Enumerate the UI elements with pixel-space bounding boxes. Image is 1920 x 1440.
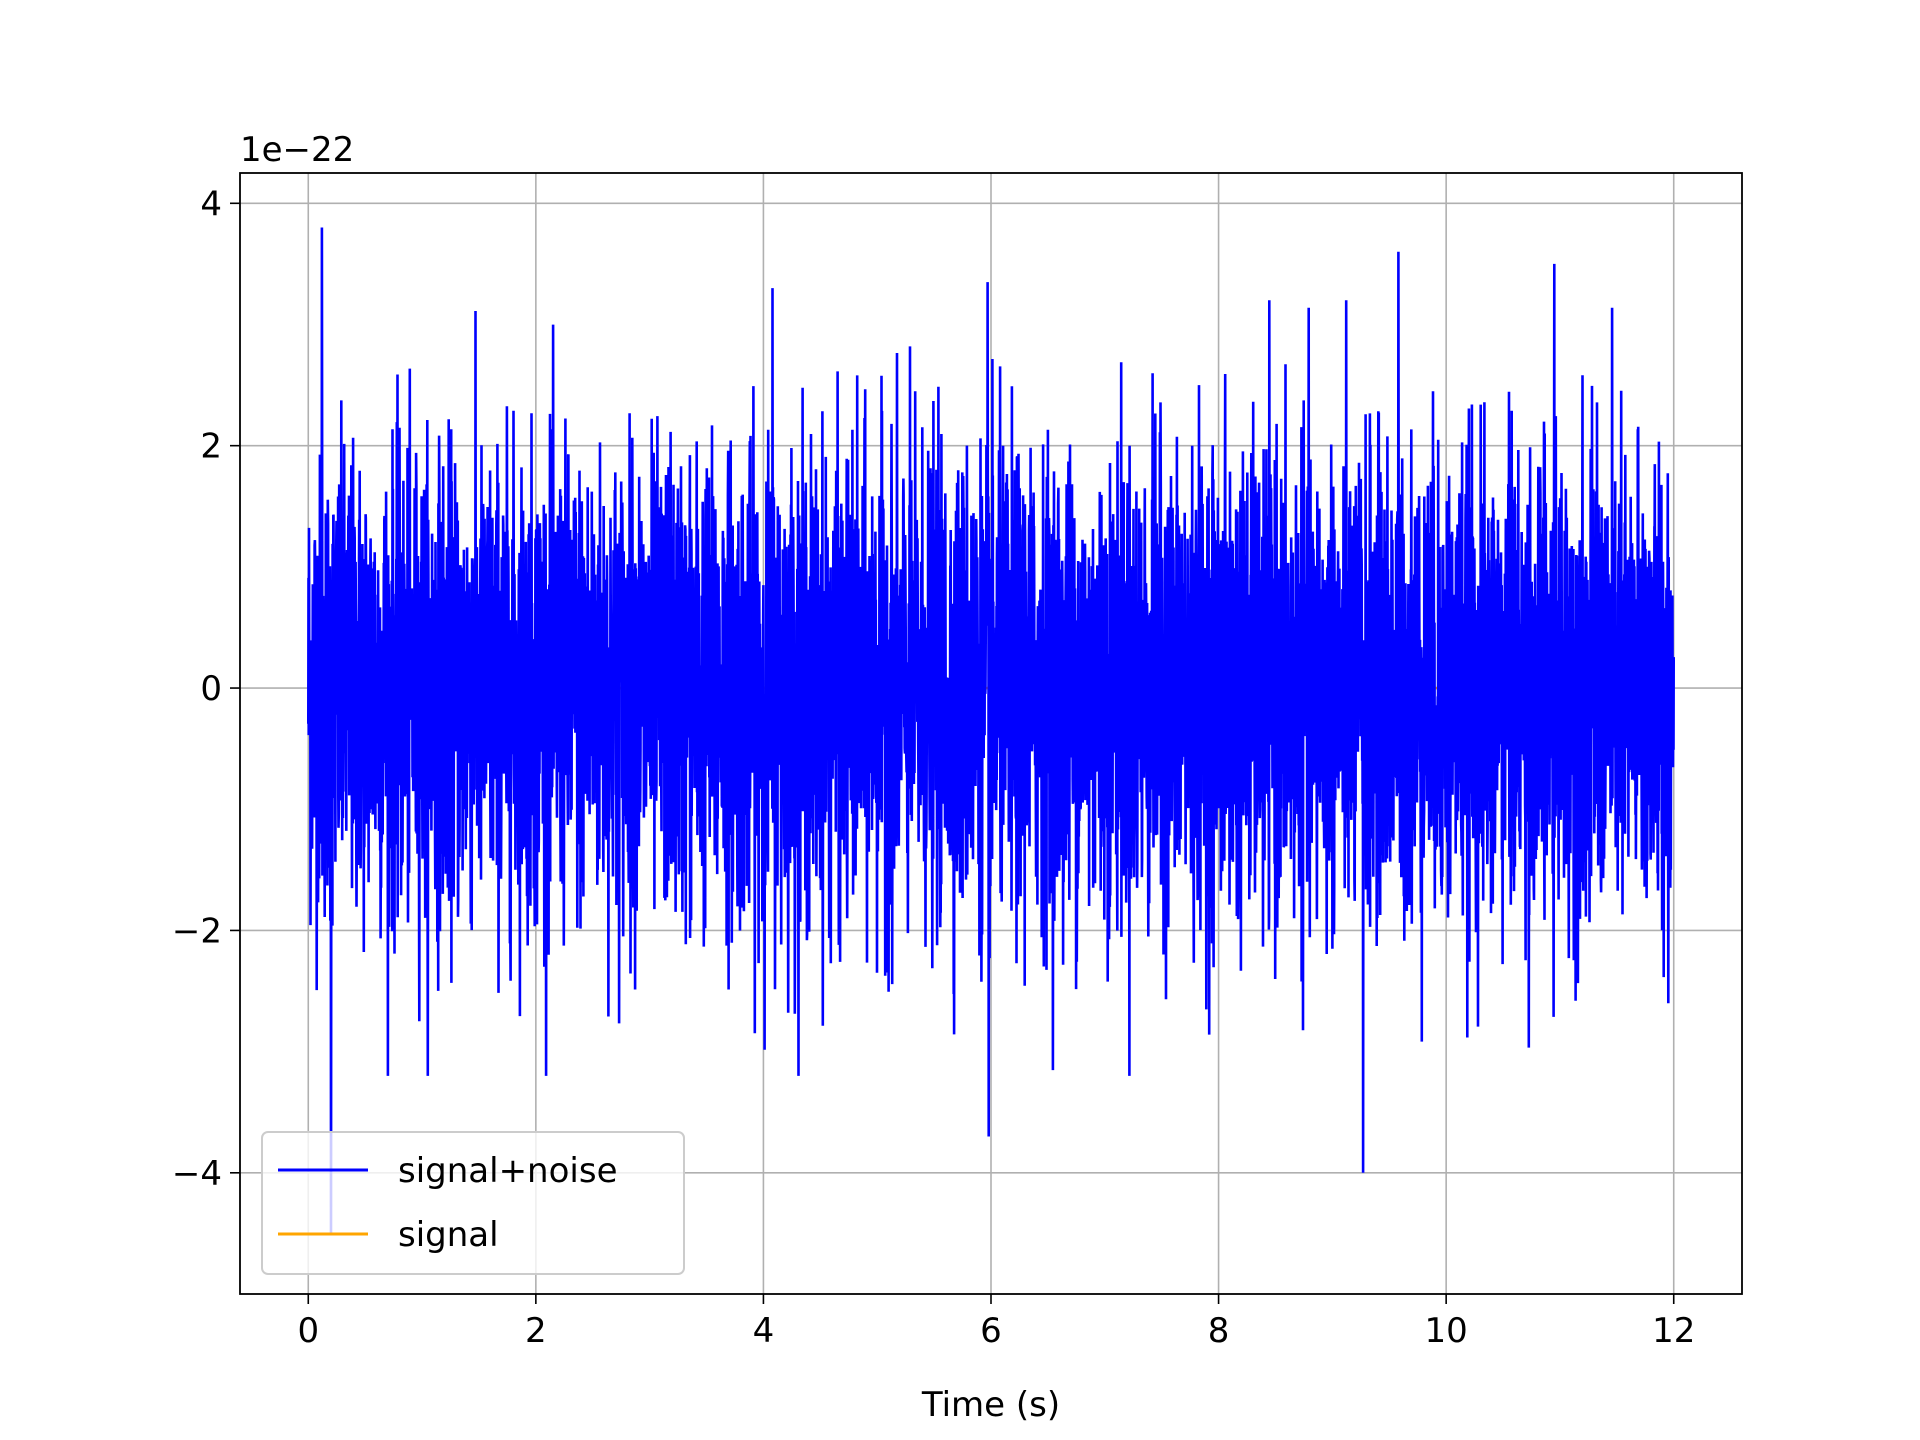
x-tick-label: 2 bbox=[525, 1311, 547, 1351]
x-tick-label: 10 bbox=[1425, 1311, 1468, 1351]
y-axis: −4 −2 0 2 4 bbox=[172, 184, 240, 1194]
x-axis-label: Time (s) bbox=[921, 1385, 1060, 1425]
x-tick-label: 12 bbox=[1652, 1311, 1695, 1351]
x-tick-label: 6 bbox=[980, 1311, 1002, 1351]
y-tick-label: −4 bbox=[172, 1154, 222, 1194]
x-tick-label: 8 bbox=[1208, 1311, 1230, 1351]
series-line-signal-noise bbox=[307, 227, 1675, 1234]
y-tick-label: 4 bbox=[200, 184, 222, 224]
y-tick-label: 2 bbox=[200, 427, 222, 467]
y-tick-label: −2 bbox=[172, 911, 222, 951]
x-axis: 0 2 4 6 8 10 12 bbox=[297, 1294, 1695, 1351]
legend-label-signal: signal bbox=[398, 1215, 499, 1255]
y-tick-label: 0 bbox=[200, 669, 222, 709]
legend-label-signal-noise: signal+noise bbox=[398, 1151, 618, 1191]
x-tick-label: 0 bbox=[297, 1311, 319, 1351]
legend-box bbox=[261, 1131, 685, 1275]
y-offset-label: 1e−22 bbox=[240, 130, 354, 170]
legend: signal+noise signal bbox=[261, 1131, 685, 1275]
x-tick-label: 4 bbox=[753, 1311, 775, 1351]
plot-area bbox=[307, 227, 1675, 1234]
